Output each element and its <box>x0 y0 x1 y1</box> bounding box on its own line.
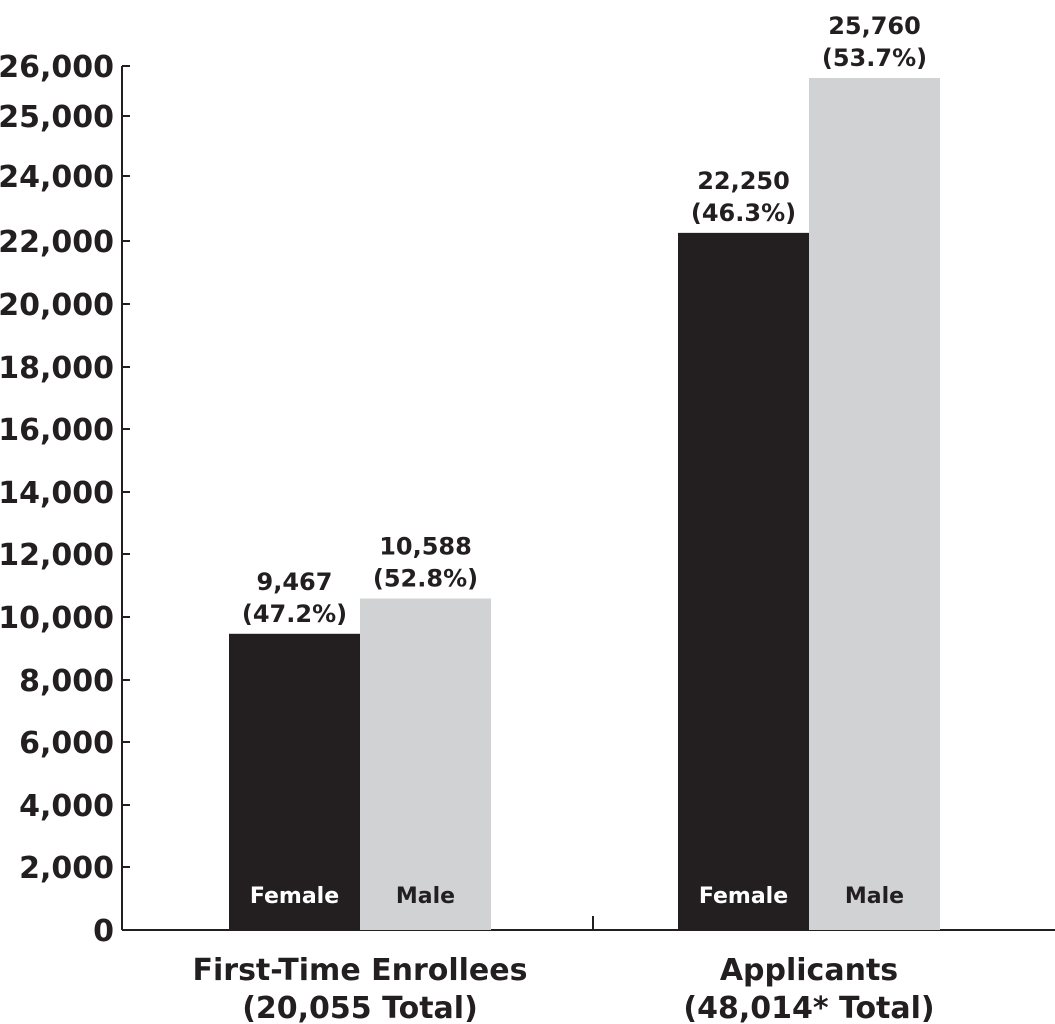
bar-male <box>360 598 491 930</box>
bar-percent-label: (46.3%) <box>691 199 796 227</box>
bar-series-label: Male <box>396 884 455 909</box>
x-category-label: (20,055 Total) <box>242 991 478 1024</box>
y-tick-label: 8,000 <box>19 664 114 699</box>
y-tick-label: 4,000 <box>19 789 114 824</box>
bar-value-label: 9,467 <box>257 568 333 596</box>
y-tick-label: 6,000 <box>19 726 114 761</box>
y-tick-label: 14,000 <box>0 476 114 511</box>
y-tick-label: 22,000 <box>0 225 114 260</box>
x-category-label: (48,014* Total) <box>683 991 934 1024</box>
bar-percent-label: (52.8%) <box>373 564 478 592</box>
bar-value-label: 10,588 <box>379 532 472 560</box>
y-tick-label: 0 <box>93 914 114 949</box>
bar-percent-label: (53.7%) <box>822 44 927 72</box>
bar-male <box>809 78 940 930</box>
x-category-label: Applicants <box>720 953 898 988</box>
y-tick-label: 18,000 <box>0 351 114 386</box>
bar-value-label: 25,760 <box>828 12 921 40</box>
y-tick-label: 24,000 <box>0 160 114 195</box>
y-tick-label: 25,000 <box>0 100 114 135</box>
x-category-label: First-Time Enrollees <box>193 953 528 988</box>
bar-female <box>229 633 360 930</box>
y-tick-label: 10,000 <box>0 601 114 636</box>
bar-percent-label: (47.2%) <box>242 600 347 628</box>
y-tick-label: 20,000 <box>0 288 114 323</box>
bar-series-label: Female <box>699 884 788 909</box>
bar-female <box>678 232 809 930</box>
y-tick-label: 2,000 <box>19 851 114 886</box>
y-tick-label: 16,000 <box>0 413 114 448</box>
y-tick-label: 26,000 <box>0 50 114 85</box>
y-tick-label: 12,000 <box>0 538 114 573</box>
bar-series-label: Male <box>845 884 904 909</box>
bars <box>229 78 940 930</box>
bar-value-label: 22,250 <box>697 167 790 195</box>
labels: Female 9,467 (47.2%) Male 10,588 (52.8%) First… <box>193 12 935 1024</box>
bar-series-label: Female <box>250 884 339 909</box>
axes: 0 2,000 4,000 6,000 8,000 10,000 12,000 14,000 1… <box>0 50 1055 949</box>
